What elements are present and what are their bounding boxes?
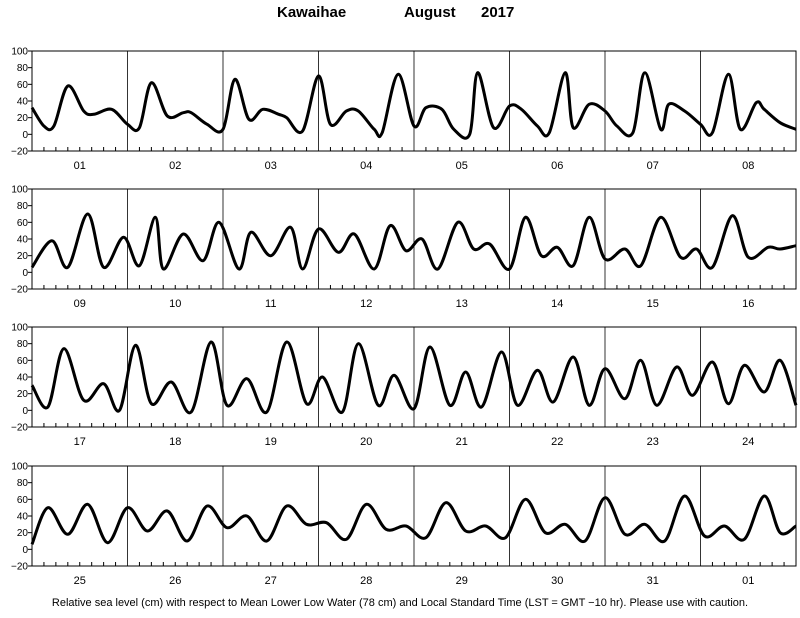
- day-label: 01: [74, 160, 86, 172]
- day-label: 08: [742, 160, 754, 172]
- tide-line: [30, 71, 797, 140]
- tide-line: [30, 494, 797, 545]
- y-tick-label: 100: [11, 462, 28, 473]
- y-tick-label: 60: [17, 218, 29, 229]
- y-tick-label: 80: [17, 339, 29, 350]
- y-tick-label: 20: [17, 113, 29, 124]
- day-label: 14: [551, 298, 563, 310]
- day-label: 02: [169, 160, 181, 172]
- day-label: 09: [74, 298, 86, 310]
- day-label: 31: [647, 575, 659, 587]
- day-label: 16: [742, 298, 754, 310]
- day-label: 27: [265, 575, 277, 587]
- y-tick-label: 0: [22, 406, 28, 417]
- day-label: 25: [74, 575, 86, 587]
- y-tick-label: 100: [11, 323, 28, 334]
- title-year: 2017: [481, 4, 515, 21]
- day-label: 24: [742, 436, 754, 448]
- day-label: 22: [551, 436, 563, 448]
- day-label: 15: [647, 298, 659, 310]
- y-tick-label: −20: [11, 562, 28, 573]
- chart-title: Kawaihae August 2017: [0, 4, 800, 26]
- day-label: 26: [169, 575, 181, 587]
- day-label: 07: [647, 160, 659, 172]
- y-tick-label: 80: [17, 63, 29, 74]
- day-label: 13: [456, 298, 468, 310]
- y-tick-label: 40: [17, 373, 29, 384]
- day-label: 29: [456, 575, 468, 587]
- footer-note: Relative sea level (cm) with respect to …: [51, 597, 749, 609]
- y-tick-label: −20: [11, 285, 28, 296]
- day-label: 30: [551, 575, 563, 587]
- y-tick-label: 40: [17, 235, 29, 246]
- day-label: 01: [742, 575, 754, 587]
- y-tick-label: 100: [11, 47, 28, 58]
- y-tick-label: 0: [22, 545, 28, 556]
- day-label: 21: [456, 436, 468, 448]
- day-label: 17: [74, 436, 86, 448]
- y-tick-label: 40: [17, 512, 29, 523]
- day-label: 04: [360, 160, 372, 172]
- y-tick-label: 60: [17, 495, 29, 506]
- y-tick-label: 20: [17, 251, 29, 262]
- y-tick-label: 100: [11, 185, 28, 196]
- y-tick-label: 0: [22, 268, 28, 279]
- y-tick-label: 20: [17, 528, 29, 539]
- day-label: 12: [360, 298, 372, 310]
- y-tick-label: 0: [22, 130, 28, 141]
- y-tick-label: −20: [11, 423, 28, 434]
- y-tick-label: 40: [17, 97, 29, 108]
- y-tick-label: 60: [17, 356, 29, 367]
- day-label: 10: [169, 298, 181, 310]
- day-label: 20: [360, 436, 372, 448]
- y-tick-label: −20: [11, 147, 28, 158]
- day-label: 03: [265, 160, 277, 172]
- day-label: 11: [265, 298, 276, 310]
- tide-line: [30, 212, 797, 271]
- y-tick-label: 20: [17, 389, 29, 400]
- title-month: August: [404, 4, 456, 21]
- y-tick-label: 60: [17, 80, 29, 91]
- day-label: 19: [265, 436, 277, 448]
- tide-line: [30, 340, 798, 415]
- station-name: Kawaihae: [277, 4, 347, 21]
- y-tick-label: 80: [17, 478, 29, 489]
- day-label: 28: [360, 575, 372, 587]
- day-label: 05: [456, 160, 468, 172]
- day-label: 18: [169, 436, 181, 448]
- day-label: 06: [551, 160, 563, 172]
- y-tick-label: 80: [17, 201, 29, 212]
- day-label: 23: [647, 436, 659, 448]
